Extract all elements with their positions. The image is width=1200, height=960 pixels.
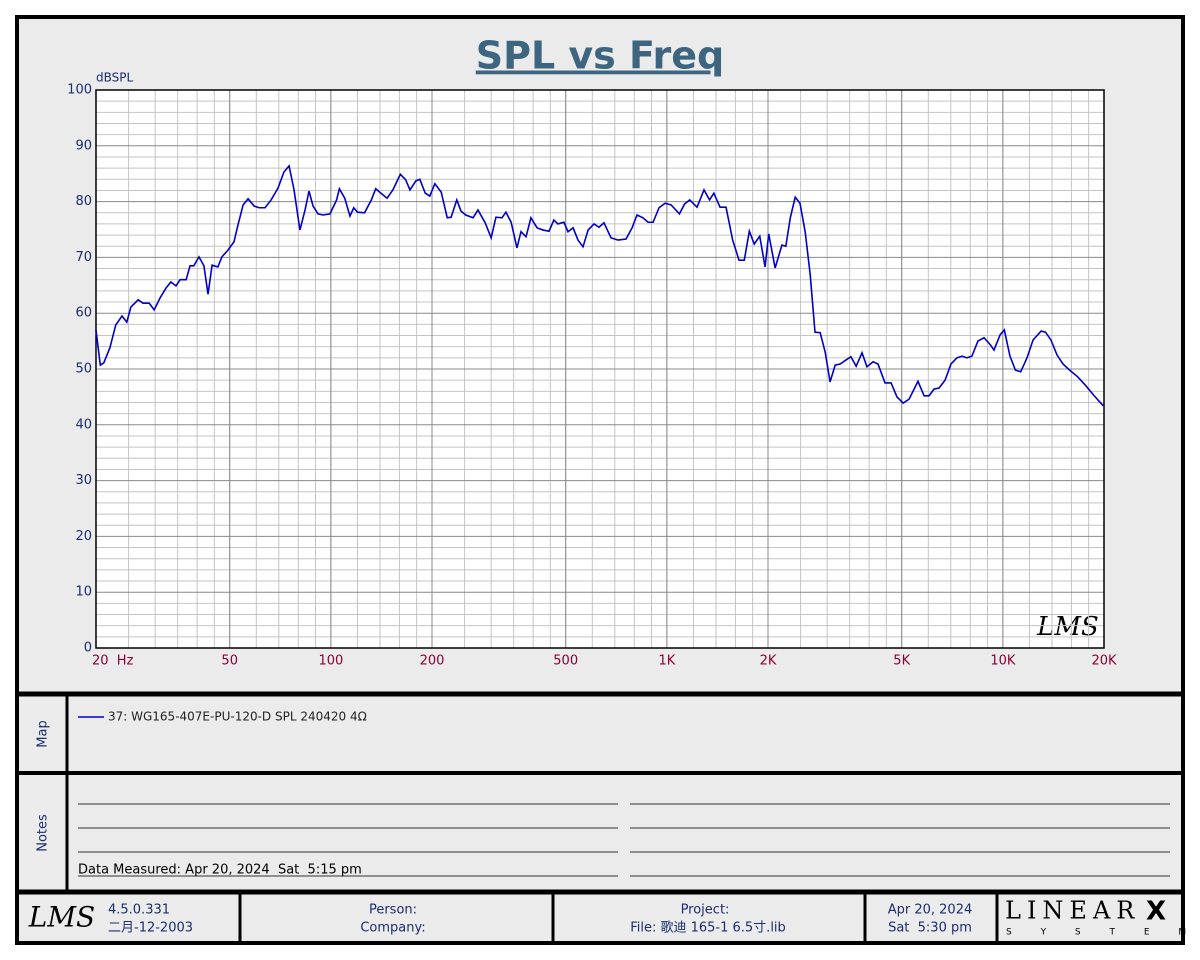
x-tick-label: 500 xyxy=(553,654,578,669)
x-tick-label: 20K xyxy=(1091,654,1117,669)
y-tick-label: 20 xyxy=(75,529,92,544)
x-tick-label: 20 Hz xyxy=(92,654,134,669)
y-tick-label: 80 xyxy=(75,194,92,209)
measured-note: Data Measured: Apr 20, 2024 Sat 5:15 pm xyxy=(78,863,362,878)
brand-sub: S Y S T E M S xyxy=(1006,928,1200,938)
spl-curve xyxy=(95,164,1104,407)
y-tick-label: 40 xyxy=(75,417,92,432)
y-tick-label: 50 xyxy=(75,362,92,377)
project: Project: xyxy=(681,903,730,918)
x-tick-label: 1K xyxy=(658,654,675,669)
legend-label: 37: WG165-407E-PU-120-D SPL 240420 4Ω xyxy=(108,710,367,724)
build-date: 二月-12-2003 xyxy=(108,921,193,936)
x-tick-label: 5K xyxy=(893,654,910,669)
x-tick-label: 10K xyxy=(990,654,1016,669)
x-tick-label: 200 xyxy=(420,654,445,669)
note-lines xyxy=(78,803,1170,877)
y-tick-label: 60 xyxy=(75,306,92,321)
x-tick-label: 100 xyxy=(318,654,343,669)
footer-logo: LMS xyxy=(28,901,95,934)
company: Company: xyxy=(360,921,425,936)
plot-border xyxy=(95,89,1105,649)
print-time: Sat 5:30 pm xyxy=(888,921,972,936)
y-tick-label: 90 xyxy=(75,138,92,153)
version: 4.5.0.331 xyxy=(108,903,170,918)
y-axis-label: dBSPL xyxy=(96,71,133,85)
print-date: Apr 20, 2024 xyxy=(888,903,973,918)
y-tick-label: 10 xyxy=(75,585,92,600)
chart-title: SPL vs Freq xyxy=(476,34,725,78)
watermark: LMS xyxy=(1036,612,1099,642)
x-tick-label: 50 xyxy=(221,654,238,669)
y-tick-label: 100 xyxy=(67,83,92,98)
y-tick-label: 30 xyxy=(75,473,92,488)
x-tick-label: 2K xyxy=(760,654,777,669)
file: File: 歌迪 165-1 6.5寸.lib xyxy=(630,921,786,936)
brand-mark: X xyxy=(1146,897,1166,927)
map-label: Map xyxy=(36,720,51,747)
separators xyxy=(17,691,1183,941)
brand: LINEAR xyxy=(1005,897,1140,925)
y-tick-label: 0 xyxy=(84,641,92,656)
notes-label: Notes xyxy=(36,814,51,852)
y-tick-label: 70 xyxy=(75,250,92,265)
person: Person: xyxy=(369,903,417,918)
grid xyxy=(95,89,1105,649)
